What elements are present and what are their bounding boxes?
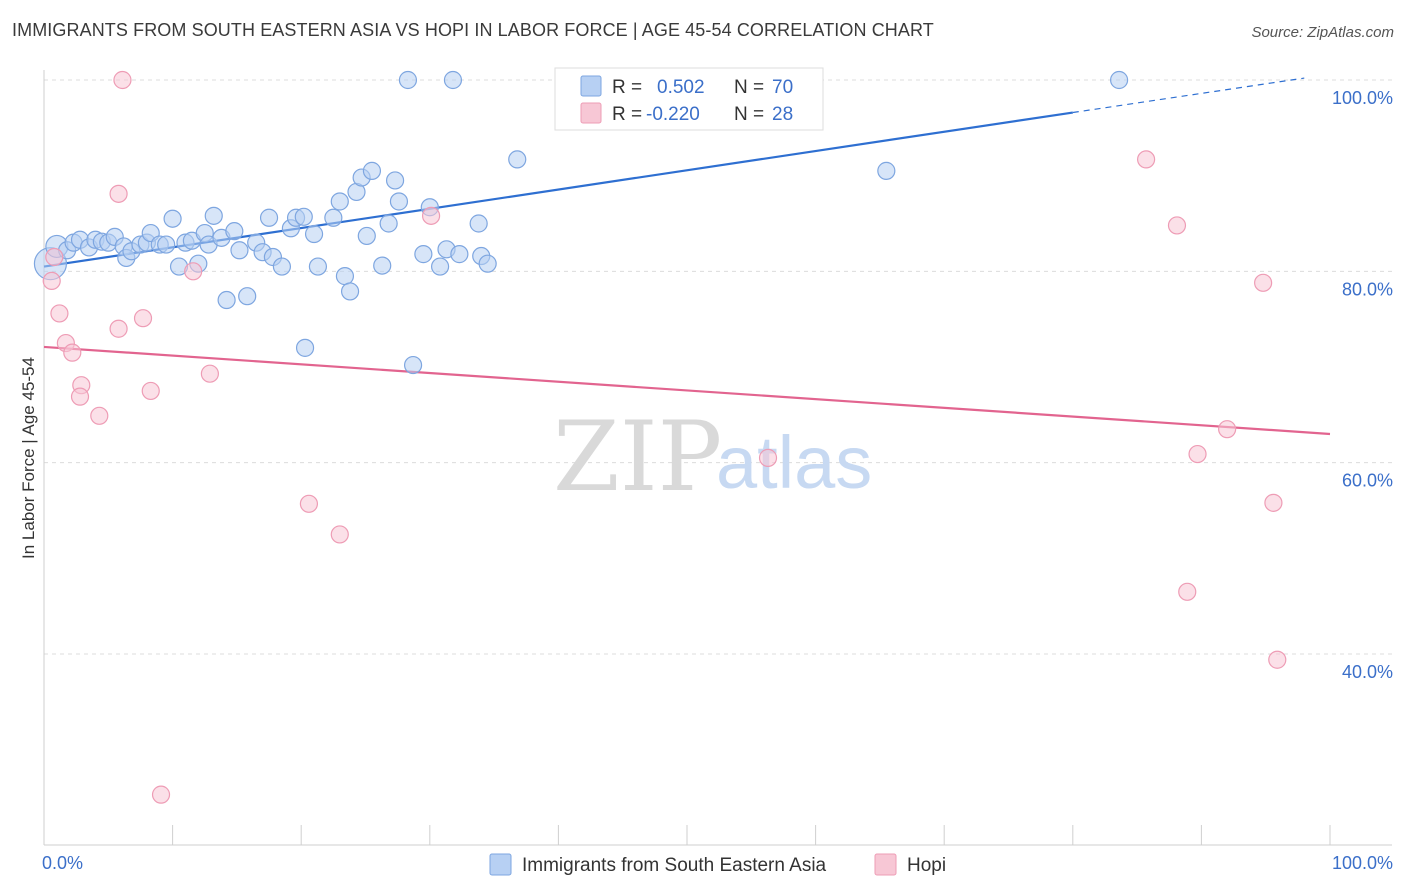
blue-point-39 (295, 338, 315, 357)
blue-point-61 (450, 245, 469, 264)
pink-point-16 (299, 494, 319, 513)
blue-trend-extension (1072, 77, 1305, 114)
bottom-legend-label-blue: Immigrants from South Eastern Asia (522, 855, 827, 876)
blue-point-29 (230, 241, 249, 260)
bottom-legend-label-pink: Hopi (907, 855, 946, 876)
legend-r-value-pink: -0.220 (646, 104, 700, 125)
pink-point-25 (1254, 273, 1273, 292)
blue-point-53 (389, 192, 409, 211)
pink-point-11 (133, 309, 153, 328)
pink-point-27 (1268, 650, 1287, 669)
blue-point-51 (379, 214, 398, 233)
pink-point-14 (184, 262, 203, 281)
pink-point-22 (1178, 582, 1197, 601)
blue-point-64 (478, 254, 497, 273)
blue-point-40 (304, 224, 324, 244)
pink-point-24 (1218, 420, 1237, 439)
legend-n-label-pink: N = (734, 104, 764, 125)
blue-point-68 (1109, 70, 1129, 90)
pink-point-23 (1188, 444, 1207, 464)
blue-point-48 (357, 226, 376, 246)
blue-point-56 (414, 245, 433, 264)
legend-n-value-pink: 28 (772, 104, 793, 125)
legend-r-value-blue: 0.502 (657, 77, 705, 98)
watermark-atlas: atlas (716, 421, 872, 504)
legend-r-label-pink: R = (612, 104, 642, 125)
blue-point-17 (157, 235, 176, 254)
x-tick-label-1: 100.0% (1332, 853, 1393, 873)
blue-point-27 (217, 290, 236, 310)
blue-point-18 (163, 209, 182, 228)
x-tick-label-0: 0.0% (42, 853, 83, 873)
blue-point-35 (272, 257, 292, 276)
pink-point-13 (151, 785, 171, 804)
blue-point-60 (443, 70, 463, 90)
pink-point-10 (113, 70, 132, 90)
chart-title: IMMIGRANTS FROM SOUTH EASTERN ASIA VS HO… (12, 20, 934, 40)
pink-point-0 (42, 271, 61, 290)
pink-point-7 (90, 406, 109, 425)
blue-point-55 (403, 355, 423, 375)
blue-point-54 (398, 70, 418, 90)
blue-point-28 (225, 222, 244, 241)
y-tick-label-2: 60.0% (1342, 471, 1393, 491)
blue-point-58 (430, 257, 450, 276)
y-tick-label-0: 100.0% (1332, 88, 1393, 108)
y-tick-label-3: 40.0% (1342, 662, 1393, 682)
x-tick-labels: 0.0% 100.0% (42, 853, 1393, 873)
blue-point-42 (324, 208, 343, 227)
watermark-zip: ZIP (553, 401, 722, 513)
bottom-legend-swatch-pink (874, 853, 897, 876)
pink-point-19 (758, 448, 778, 467)
chart-source: Source: ZipAtlas.com (1251, 24, 1394, 41)
pink-point-20 (1137, 150, 1156, 169)
y-axis-title: In Labor Force | Age 45-54 (19, 357, 38, 559)
legend-swatch-blue (580, 75, 602, 97)
pink-point-1 (45, 247, 64, 267)
blue-point-30 (238, 287, 257, 306)
blue-point-44 (335, 267, 355, 286)
blue-point-38 (294, 207, 313, 226)
bottom-legend: Immigrants from South Eastern Asia Hopi (489, 853, 946, 876)
legend-n-value-blue: 70 (772, 77, 793, 98)
axes (43, 70, 1392, 846)
blue-point-43 (330, 192, 349, 211)
blue-point-67 (877, 161, 896, 180)
blue-point-65 (508, 150, 527, 169)
pink-point-9 (109, 319, 128, 338)
blue-point-41 (308, 257, 328, 276)
watermark: ZIP atlas (553, 401, 872, 513)
blue-point-33 (259, 208, 279, 227)
pink-point-6 (70, 387, 90, 406)
legend-r-label-blue: R = (612, 77, 642, 98)
blue-point-52 (385, 171, 405, 190)
pink-point-12 (141, 381, 160, 401)
blue-point-50 (373, 256, 392, 275)
blue-point-45 (340, 282, 360, 301)
pink-point-2 (50, 304, 69, 323)
pink-point-18 (421, 206, 441, 225)
blue-point-49 (362, 161, 382, 180)
pink-point-15 (200, 364, 219, 383)
legend: R = 0.502 N = 70 R = -0.220 N = 28 (554, 67, 824, 131)
pink-trend-line (43, 345, 1331, 436)
legend-swatch-pink (580, 102, 602, 124)
pink-point-21 (1167, 216, 1187, 235)
pink-point-4 (63, 343, 82, 362)
pink-point-17 (330, 525, 349, 544)
pink-point-26 (1264, 493, 1283, 512)
legend-n-label-blue: N = (734, 77, 764, 98)
bottom-legend-swatch-blue (489, 853, 512, 876)
y-tick-label-1: 80.0% (1342, 279, 1393, 299)
blue-point-25 (204, 206, 223, 225)
pink-point-8 (109, 184, 128, 203)
y-tick-labels: 100.0% 80.0% 60.0% 40.0% (1332, 88, 1393, 682)
data-points (33, 70, 1287, 804)
blue-point-62 (469, 214, 488, 233)
